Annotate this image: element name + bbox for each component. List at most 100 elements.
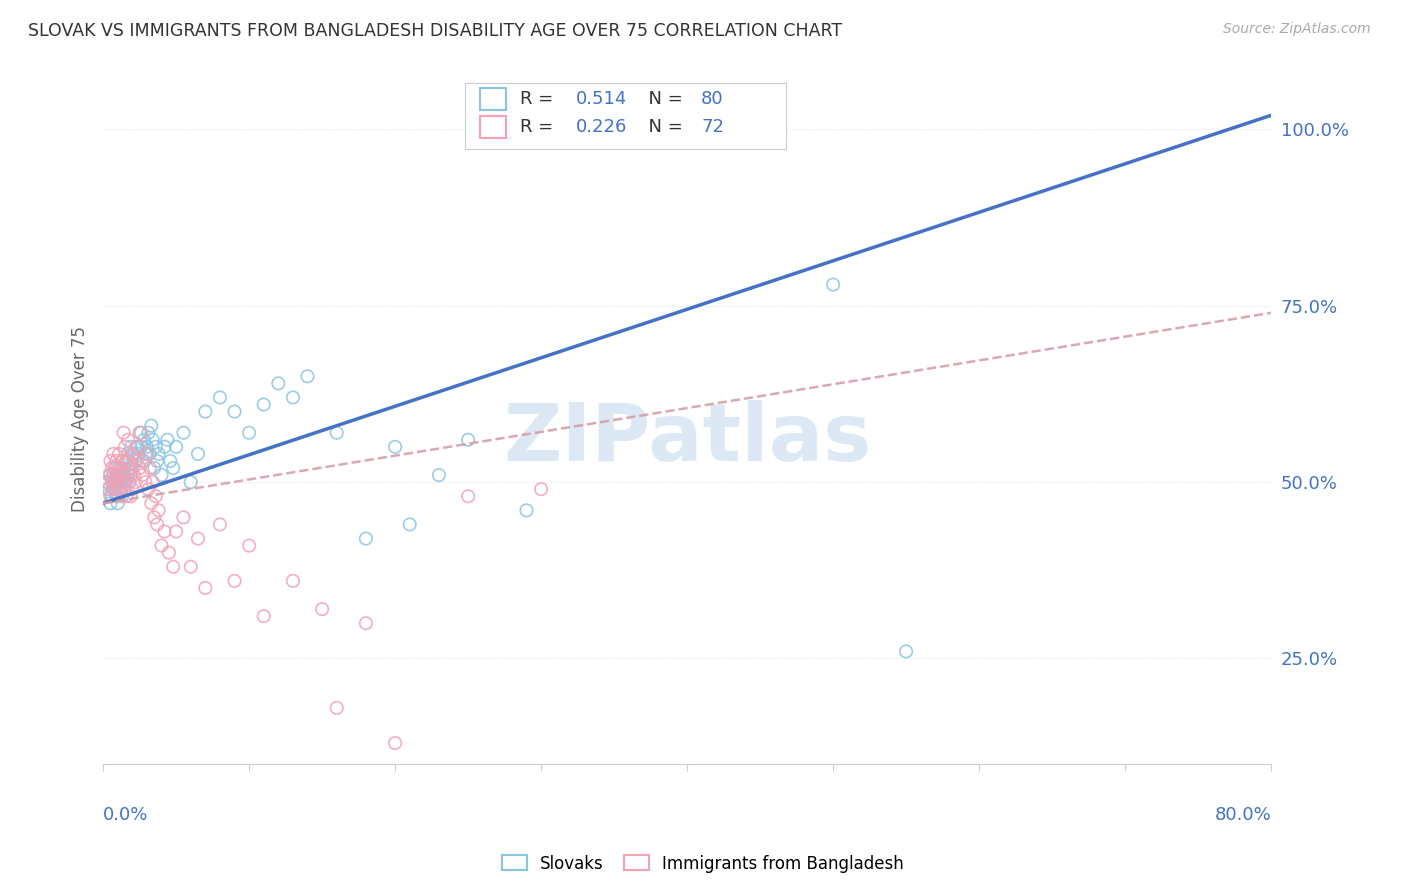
Point [253,397,276,411]
Point [108,468,131,483]
Text: Source: ZipAtlas.com: Source: ZipAtlas.com [1223,22,1371,37]
Point [138,482,160,496]
Point [146,454,169,468]
Point [150,468,173,483]
Point [129,440,152,454]
Point [103,482,125,496]
Point [165,440,187,454]
Point [96,482,118,496]
Point [208,391,231,405]
Point [124,454,146,468]
Point [118,461,141,475]
Point [138,425,160,440]
Point [124,475,146,489]
Point [115,489,138,503]
Point [120,461,142,475]
Point [148,503,170,517]
Point [125,454,148,468]
Text: 80.0%: 80.0% [1215,805,1271,823]
Point [134,475,156,489]
Point [100,496,122,510]
Point [131,454,153,468]
Point [132,433,155,447]
Point [110,461,132,475]
Point [125,440,148,454]
Point [172,510,194,524]
Point [398,517,420,532]
Point [136,440,159,454]
Point [111,454,134,468]
Point [108,475,131,489]
Point [114,475,136,489]
Point [180,475,202,489]
Point [105,475,128,489]
Text: 72: 72 [702,118,724,136]
Point [253,609,276,624]
Point [325,425,347,440]
Point [325,701,347,715]
Point [98,468,121,483]
Point [110,482,132,496]
Point [100,468,122,483]
Point [267,376,290,391]
Point [145,489,167,503]
Text: 0.514: 0.514 [576,90,627,108]
Point [156,433,179,447]
Point [107,475,129,489]
Point [141,418,163,433]
FancyBboxPatch shape [465,83,786,149]
Point [118,475,141,489]
Point [281,391,304,405]
Point [121,461,143,475]
Point [159,454,181,468]
Point [194,404,217,418]
Text: N =: N = [637,118,689,136]
Point [115,475,138,489]
Point [134,447,156,461]
Point [141,496,163,510]
Point [101,489,124,503]
Text: SLOVAK VS IMMIGRANTS FROM BANGLADESH DISABILITY AGE OVER 75 CORRELATION CHART: SLOVAK VS IMMIGRANTS FROM BANGLADESH DIS… [28,22,842,40]
Point [127,440,149,454]
Point [117,468,139,483]
Point [120,440,142,454]
Point [104,475,127,489]
Point [108,447,131,461]
Point [94,475,117,489]
Point [101,475,124,489]
Point [104,461,127,475]
Text: 80: 80 [702,90,724,108]
Point [153,440,176,454]
Point [115,454,138,468]
Point [157,546,180,560]
Text: R =: R = [520,118,560,136]
Point [112,425,135,440]
Point [128,425,150,440]
Text: 0.226: 0.226 [576,118,627,136]
Point [224,574,246,588]
Point [112,461,135,475]
Point [208,517,231,532]
Point [111,489,134,503]
Point [150,539,173,553]
Point [894,644,917,658]
Point [162,559,184,574]
Point [107,461,129,475]
Point [107,496,129,510]
Point [515,503,537,517]
Point [194,581,217,595]
Point [427,468,450,483]
Point [139,447,162,461]
Point [457,433,479,447]
Point [136,447,159,461]
Point [172,425,194,440]
Point [117,468,139,483]
Point [107,468,129,483]
Point [101,461,124,475]
Point [384,736,406,750]
Point [187,532,209,546]
Point [311,602,333,616]
Point [148,447,170,461]
Point [146,517,169,532]
Text: R =: R = [520,90,560,108]
